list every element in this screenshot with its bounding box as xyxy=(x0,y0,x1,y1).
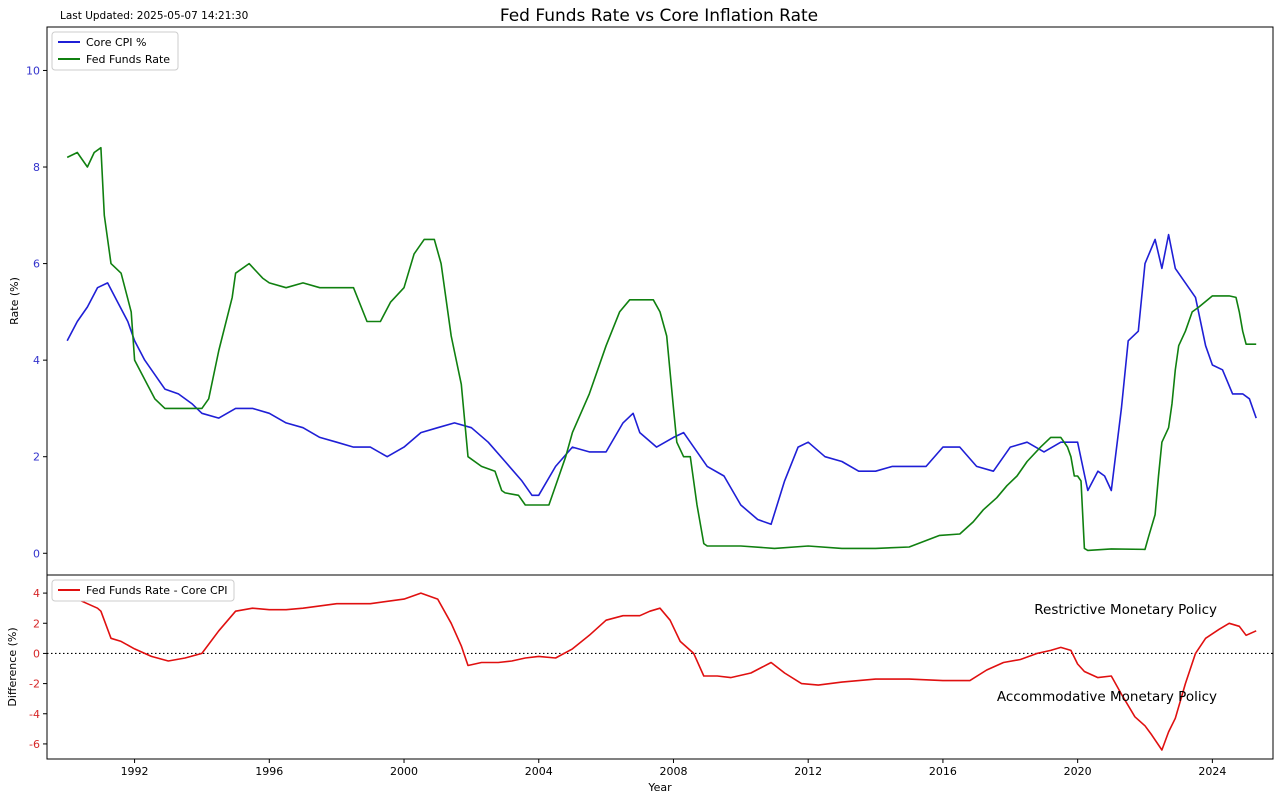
bottom-y-tick-label: -6 xyxy=(29,738,40,751)
top-axes-frame xyxy=(46,26,1274,576)
restrictive-policy-annotation: Restrictive Monetary Policy xyxy=(1034,602,1217,618)
top-legend-frame xyxy=(51,31,179,71)
x-axis: 1992 1996 2000 2004 2008 2012 2016 2020 2024 xyxy=(121,759,1226,778)
x-tick-label: 2024 xyxy=(1198,765,1226,778)
x-tick-label: 2008 xyxy=(659,765,687,778)
x-tick-label: 1996 xyxy=(255,765,283,778)
x-tick-label: 2012 xyxy=(794,765,822,778)
top-y-tick-label: 4 xyxy=(33,354,40,367)
bottom-y-tick-label: -4 xyxy=(29,708,40,721)
bottom-y-tick-label: 4 xyxy=(33,587,40,600)
top-y-tick-label: 2 xyxy=(33,451,40,464)
bottom-legend-frame xyxy=(51,579,235,602)
bottom-y-axis-label: Difference (%) xyxy=(6,627,19,706)
top-y-tick-label: 0 xyxy=(33,547,40,560)
top-y-tick-label: 8 xyxy=(33,161,40,174)
accommodative-policy-annotation: Accommodative Monetary Policy xyxy=(997,689,1217,705)
bottom-y-tick-label: -2 xyxy=(29,678,40,691)
series-line-core-cpi xyxy=(66,233,1257,526)
series-line-fed-funds-rate xyxy=(66,146,1257,552)
x-tick-label: 1992 xyxy=(121,765,149,778)
top-panel: 0 2 4 6 8 10 xyxy=(26,64,1257,560)
bottom-y-tick-label: 2 xyxy=(33,617,40,630)
series-line-fed-funds-rate-core-cpi xyxy=(66,592,1257,751)
x-tick-label: 2020 xyxy=(1064,765,1092,778)
bottom-panel: -6 -4 -2 0 2 4 xyxy=(29,587,1273,751)
top-y-axis-label: Rate (%) xyxy=(8,277,21,325)
x-tick-label: 2000 xyxy=(390,765,418,778)
legend-label-fed-funds: Fed Funds Rate xyxy=(86,53,170,66)
top-y-tick-label: 6 xyxy=(33,258,40,271)
top-y-tick-label: 10 xyxy=(26,64,40,77)
last-updated-label: Last Updated: 2025-05-07 14:21:30 xyxy=(60,10,248,22)
legend-label-core-cpi: Core CPI % xyxy=(86,36,146,49)
bottom-y-tick-label: 0 xyxy=(33,647,40,660)
chart-title: Fed Funds Rate vs Core Inflation Rate xyxy=(500,6,818,26)
x-tick-label: 2016 xyxy=(929,765,957,778)
bottom-legend: Fed Funds Rate - Core CPI xyxy=(51,579,235,602)
legend-label-difference: Fed Funds Rate - Core CPI xyxy=(86,584,228,597)
x-tick-label: 2004 xyxy=(525,765,553,778)
top-legend: Core CPI % Fed Funds Rate xyxy=(51,31,179,71)
x-axis-label: Year xyxy=(647,781,672,794)
